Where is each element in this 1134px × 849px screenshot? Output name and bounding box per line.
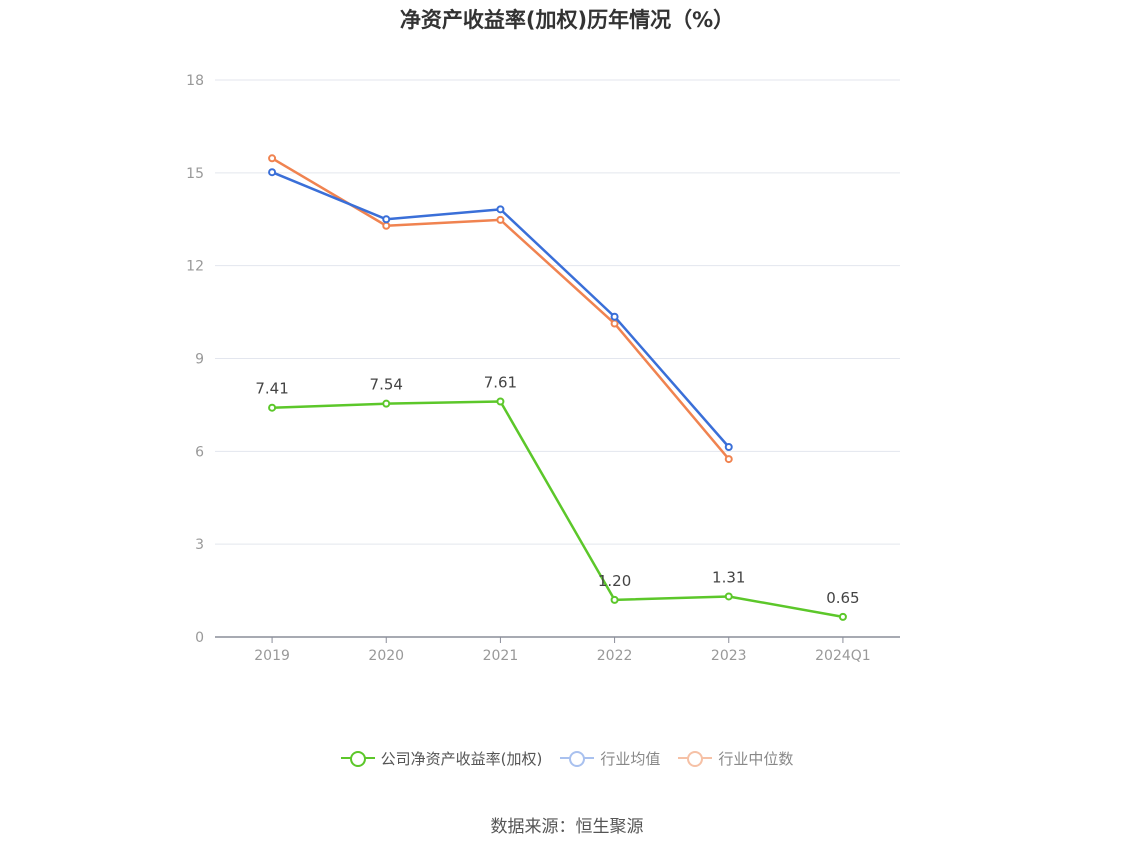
- chart-title: 净资产收益率(加权)历年情况（%）: [399, 8, 735, 32]
- data-label: 7.41: [255, 380, 288, 398]
- legend-item-company[interactable]: 公司净资产收益率(加权): [340, 748, 543, 769]
- legend-label: 行业均值: [600, 749, 661, 768]
- y-tick-label: 18: [186, 73, 204, 89]
- data-point: [838, 612, 847, 621]
- y-tick-label: 15: [186, 166, 204, 182]
- legend-label: 公司净资产收益率(加权): [380, 749, 543, 768]
- data-point: [496, 205, 505, 214]
- data-point: [610, 312, 619, 321]
- y-tick-label: 6: [195, 444, 204, 460]
- data-point: [268, 154, 277, 163]
- data-source: 数据来源：恒生聚源: [490, 817, 644, 837]
- data-label: 0.65: [826, 589, 859, 607]
- data-point: [724, 455, 733, 464]
- x-tick-label: 2022: [597, 648, 633, 664]
- data-label: 1.31: [712, 568, 745, 586]
- legend: 公司净资产收益率(加权) 行业均值 行业中位数: [0, 745, 1134, 771]
- x-tick-label: 2023: [711, 648, 747, 664]
- x-tick-label: 2019: [254, 648, 290, 664]
- data-point: [496, 397, 505, 406]
- data-point: [610, 319, 619, 328]
- x-tick-label: 2021: [483, 648, 519, 664]
- series-line: [271, 157, 730, 460]
- data-labels: 7.41 7.54 7.61 1.20 1.31 0.65: [255, 374, 859, 607]
- data-point: [496, 215, 505, 224]
- y-tick-label: 9: [195, 352, 204, 368]
- data-point: [268, 403, 277, 412]
- series-lines: [268, 154, 847, 621]
- data-point: [382, 399, 391, 408]
- data-point: [382, 215, 391, 224]
- y-tick-label: 0: [195, 630, 204, 646]
- data-label: 7.54: [370, 376, 403, 394]
- x-tick-label: 2020: [368, 648, 404, 664]
- x-tick-label: 2024Q1: [815, 648, 871, 664]
- legend-line-icon: [560, 751, 595, 767]
- data-point: [268, 168, 277, 177]
- legend-line-icon: [340, 751, 375, 767]
- legend-item-industry-mean[interactable]: 行业均值: [560, 748, 660, 769]
- axes: 0 3 6 9 12 15 18 2019 2020 2021 2022 2023 2024Q1: [186, 73, 900, 664]
- y-tick-label: 12: [186, 259, 204, 275]
- data-point: [724, 592, 733, 601]
- data-point: [724, 443, 733, 452]
- data-point: [610, 595, 619, 604]
- data-label: 1.20: [598, 572, 631, 590]
- grid-lines: [215, 79, 900, 545]
- legend-line-icon: [678, 751, 713, 767]
- legend-item-industry-median[interactable]: 行业中位数: [678, 748, 793, 769]
- data-label: 7.61: [484, 374, 517, 392]
- data-point: [382, 221, 391, 230]
- y-tick-label: 3: [195, 537, 204, 553]
- legend-label: 行业中位数: [718, 749, 794, 768]
- series-line: [272, 400, 844, 619]
